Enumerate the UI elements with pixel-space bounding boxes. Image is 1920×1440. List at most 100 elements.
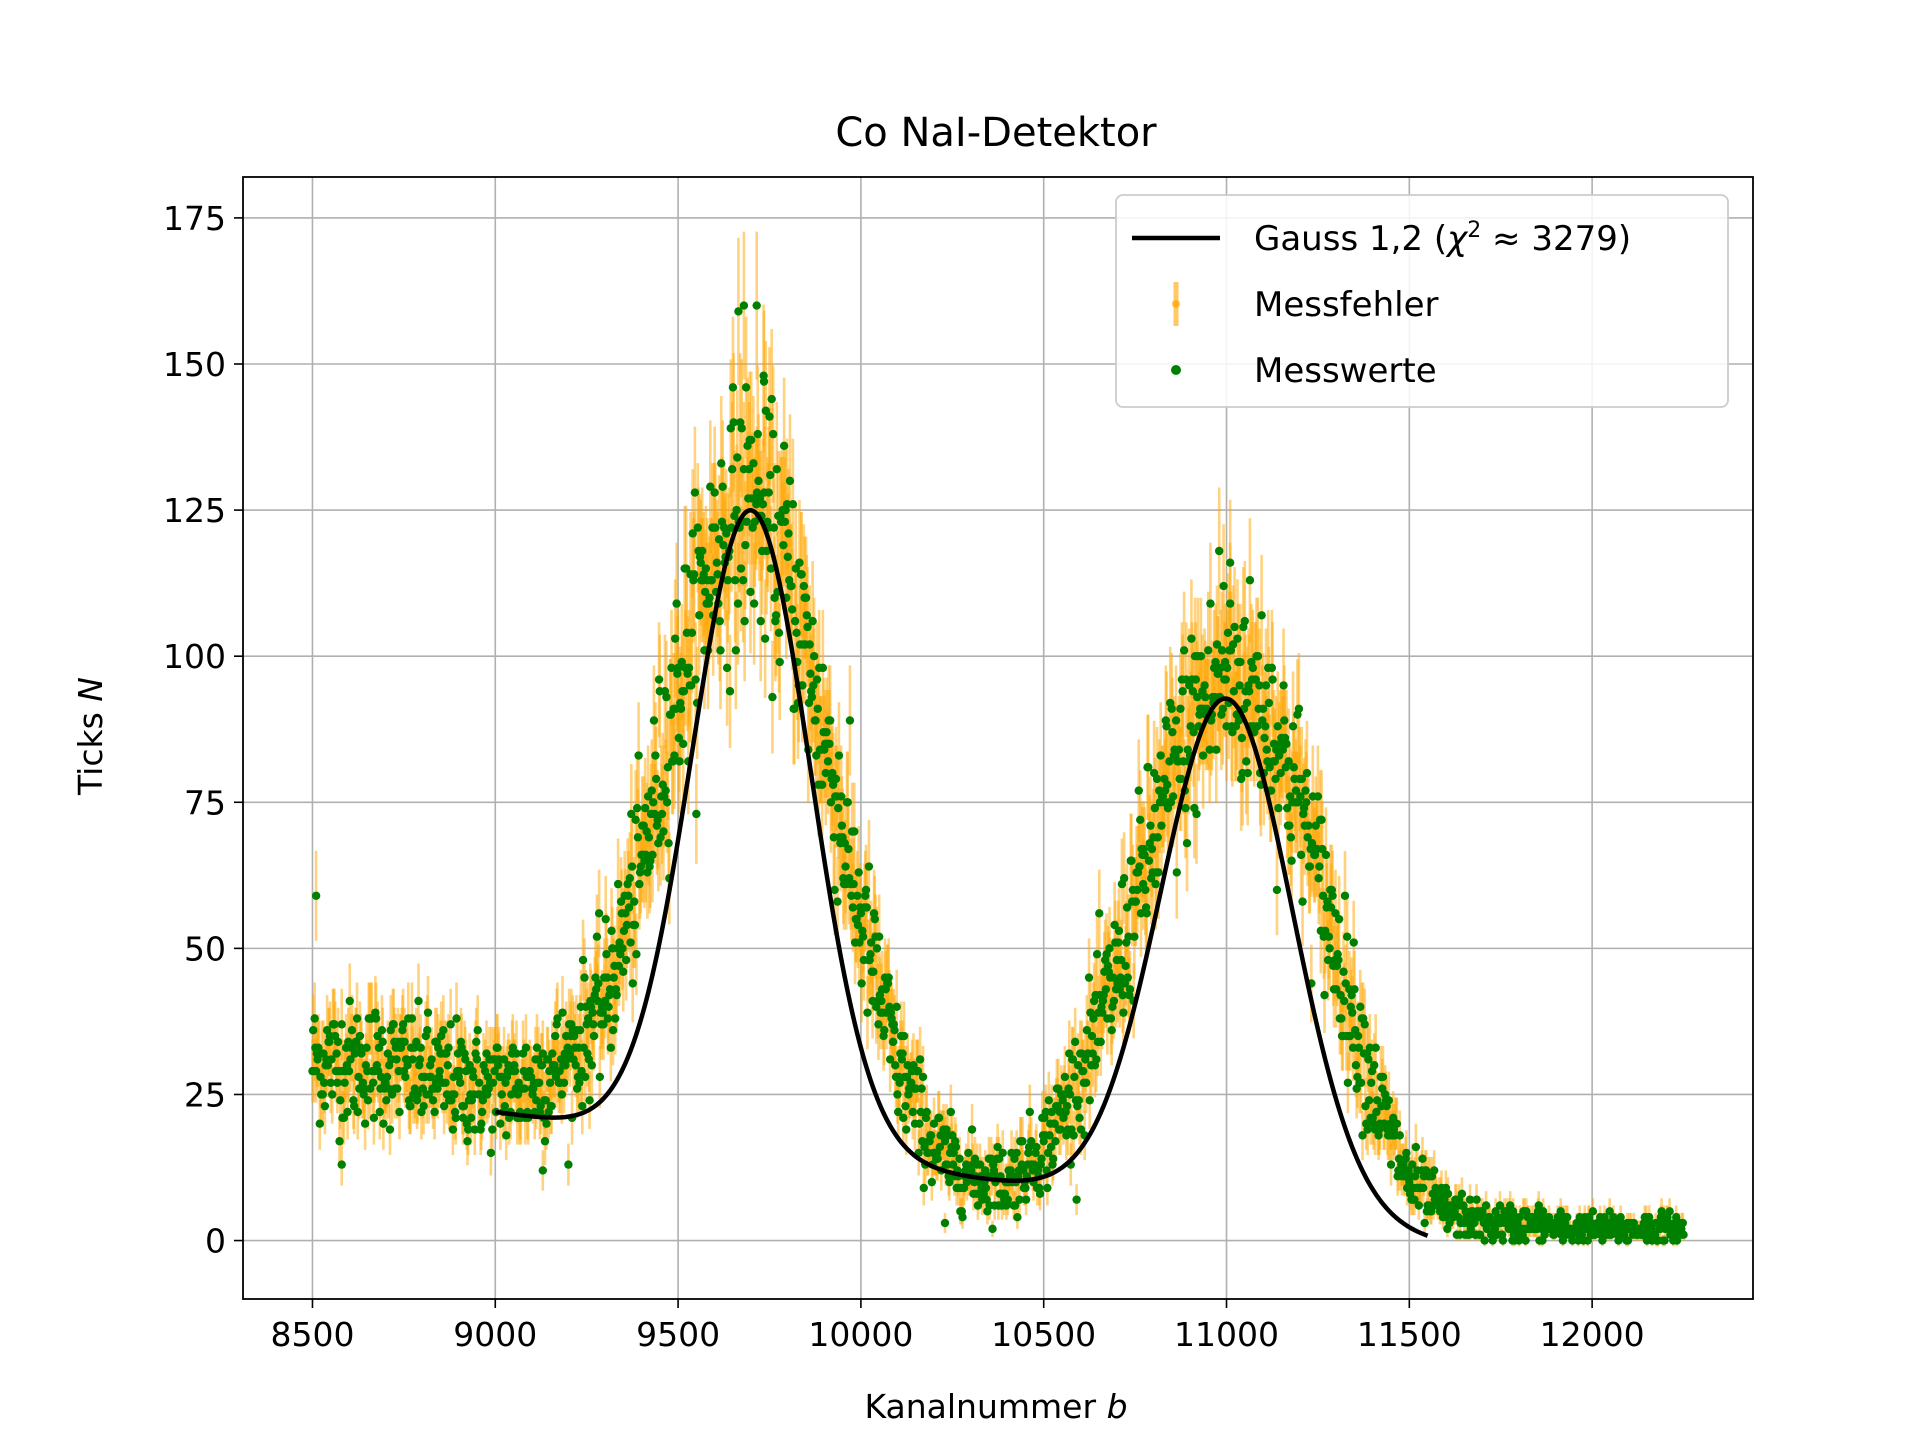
data-point	[1229, 687, 1239, 696]
data-point	[1378, 1072, 1388, 1082]
data-point	[1114, 938, 1123, 947]
data-point	[1223, 663, 1232, 673]
data-point	[1258, 704, 1268, 713]
data-point	[337, 1020, 346, 1029]
data-point	[1211, 657, 1220, 667]
data-point	[551, 1031, 560, 1041]
data-point	[1237, 733, 1247, 743]
data-point	[713, 570, 722, 579]
data-point	[444, 1043, 453, 1052]
data-point	[1315, 862, 1324, 871]
data-point	[1216, 663, 1225, 673]
data-point	[688, 529, 697, 538]
data-point	[922, 1107, 931, 1117]
data-point	[1133, 885, 1142, 895]
data-point	[413, 1090, 422, 1099]
data-point	[1660, 1236, 1669, 1245]
data-point	[833, 897, 842, 906]
data-point	[729, 418, 738, 427]
data-point	[340, 1078, 349, 1087]
data-point	[496, 1119, 505, 1128]
data-point	[908, 1107, 918, 1117]
data-point	[1225, 599, 1235, 608]
data-point	[1092, 1055, 1101, 1064]
data-point	[790, 616, 800, 626]
data-point	[631, 815, 640, 825]
data-point	[853, 920, 863, 930]
data-point	[981, 1183, 991, 1193]
data-point	[1025, 1107, 1035, 1117]
data-point	[1233, 634, 1242, 643]
data-point	[412, 1037, 421, 1047]
data-point	[934, 1113, 944, 1123]
data-point	[710, 488, 719, 497]
data-point	[602, 950, 611, 959]
data-point	[698, 546, 707, 556]
data-point	[919, 1183, 928, 1193]
data-point	[1108, 973, 1118, 982]
data-point	[888, 1037, 898, 1047]
data-point	[641, 850, 651, 860]
data-point	[1125, 985, 1135, 994]
data-point	[347, 1025, 357, 1035]
data-point	[1150, 803, 1160, 813]
data-point	[1337, 1014, 1346, 1023]
data-point	[695, 611, 704, 620]
data-point	[1356, 1078, 1366, 1087]
data-point	[583, 1014, 593, 1023]
data-point	[1106, 1014, 1116, 1023]
data-point	[326, 1078, 335, 1087]
data-point	[360, 1084, 369, 1093]
data-point	[1351, 1061, 1361, 1070]
data-point	[532, 1043, 542, 1052]
data-point	[1212, 745, 1221, 754]
data-point	[817, 780, 827, 789]
data-point	[771, 611, 781, 620]
data-point	[866, 950, 875, 959]
data-point	[1276, 768, 1285, 778]
data-point	[1221, 675, 1230, 684]
data-point	[1230, 622, 1239, 632]
data-point	[727, 464, 737, 474]
data-point	[752, 301, 761, 310]
data-point	[661, 786, 670, 795]
data-point	[884, 973, 893, 982]
data-point	[1174, 745, 1184, 754]
data-point	[472, 1055, 482, 1064]
data-point	[455, 1066, 464, 1076]
data-point	[1282, 739, 1291, 749]
data-point	[466, 1113, 476, 1123]
data-point	[1365, 1043, 1375, 1052]
data-point	[834, 803, 843, 813]
data-point	[1568, 1236, 1577, 1245]
data-point	[722, 529, 731, 538]
data-point	[723, 576, 733, 585]
data-point	[635, 879, 644, 889]
data-point	[497, 1090, 507, 1099]
data-point	[742, 517, 752, 526]
data-point	[318, 1090, 327, 1099]
data-point	[734, 307, 743, 316]
data-point	[594, 979, 603, 988]
data-point	[681, 564, 691, 573]
data-point	[507, 1090, 516, 1099]
data-point	[1321, 850, 1331, 860]
data-point	[1136, 909, 1146, 918]
data-point	[589, 1020, 598, 1029]
data-point	[1012, 1148, 1021, 1158]
data-point	[1122, 903, 1132, 912]
data-point	[320, 1101, 330, 1111]
data-point	[722, 663, 732, 673]
data-point	[369, 1113, 379, 1123]
data-point	[861, 885, 871, 895]
data-point	[621, 955, 631, 965]
data-point	[1218, 704, 1228, 713]
data-point	[1284, 757, 1293, 766]
data-point	[1414, 1201, 1424, 1210]
data-point	[1201, 692, 1210, 702]
data-point	[450, 1090, 459, 1099]
data-point	[675, 757, 684, 766]
data-point	[1070, 1037, 1080, 1047]
data-point	[406, 1101, 415, 1111]
